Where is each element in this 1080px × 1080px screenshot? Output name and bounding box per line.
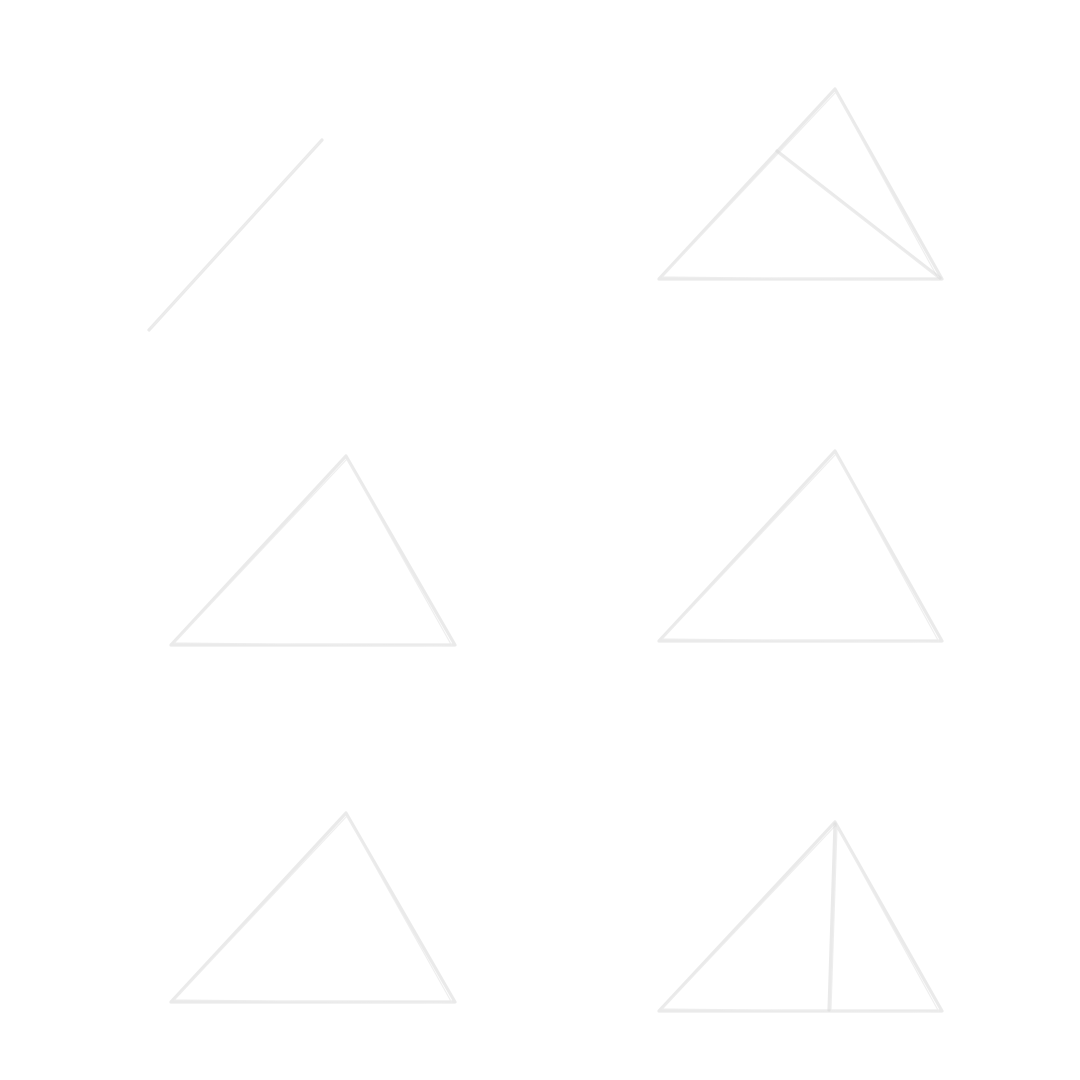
panel-2-triangle xyxy=(657,87,944,281)
panel-3-triangle-outline xyxy=(169,454,457,647)
panel-2-cevian-pass xyxy=(778,153,938,278)
panel-1-single-segment xyxy=(147,138,324,332)
panel-5-triangle-outline-pass xyxy=(173,815,453,1004)
panel-1-segment-pass xyxy=(150,141,321,329)
panel-2-triangle-with-cevian xyxy=(657,87,944,281)
panel-6-apex-to-base-segment-pass xyxy=(830,826,838,1010)
panel-5-triangle xyxy=(169,811,457,1004)
panel-6-triangle-outline-pass xyxy=(661,824,940,1013)
panel-4-triangle xyxy=(657,449,944,643)
panel-3-triangle xyxy=(169,454,457,647)
panel-2-triangle-pass xyxy=(661,91,940,281)
panel-3-triangle-outline-pass xyxy=(173,458,453,647)
panel-4-triangle-outline xyxy=(657,449,944,643)
panel-6-apex-to-base-segment xyxy=(827,822,837,1012)
panel-2-cevian xyxy=(775,149,942,280)
panel-5-triangle-outline xyxy=(169,811,457,1004)
panel-6-triangle-outline xyxy=(657,820,944,1013)
panel-6-triangle-with-segment xyxy=(657,820,944,1013)
panel-4-triangle-outline-pass xyxy=(661,453,940,643)
